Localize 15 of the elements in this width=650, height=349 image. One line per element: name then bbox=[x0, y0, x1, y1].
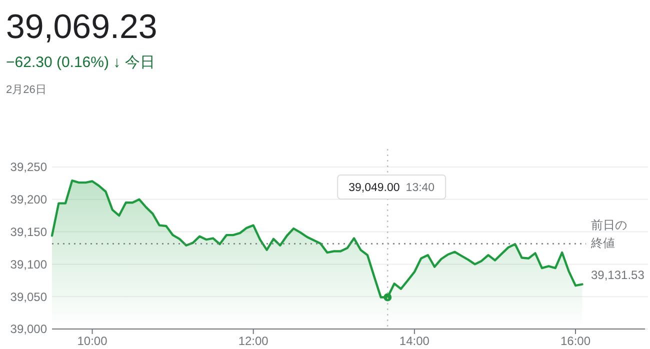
x-tick-label: 16:00 bbox=[560, 334, 591, 348]
y-tick-label: 39,100 bbox=[10, 257, 48, 272]
x-tick-label: 10:00 bbox=[77, 334, 108, 348]
annotation: 39,049.00 13:40 bbox=[348, 182, 435, 194]
x-tick-label: 14:00 bbox=[399, 334, 430, 348]
y-tick-label: 39,250 bbox=[10, 160, 48, 174]
y-tick-label: 39,150 bbox=[10, 225, 48, 239]
x-tick-label: 12:00 bbox=[238, 334, 269, 348]
y-tick-label: 39,200 bbox=[10, 192, 48, 207]
y-tick-label: 39,050 bbox=[10, 290, 48, 304]
text: 前日の終値 39,131.53 bbox=[591, 218, 644, 282]
chart-title: 39,069.23 bbox=[6, 8, 158, 46]
y-tick-label: 39,000 bbox=[10, 322, 48, 336]
chart-subtitle: −62.30 (0.16%) ↓ 今日 bbox=[6, 54, 155, 71]
text: 2月26日 bbox=[6, 84, 46, 96]
